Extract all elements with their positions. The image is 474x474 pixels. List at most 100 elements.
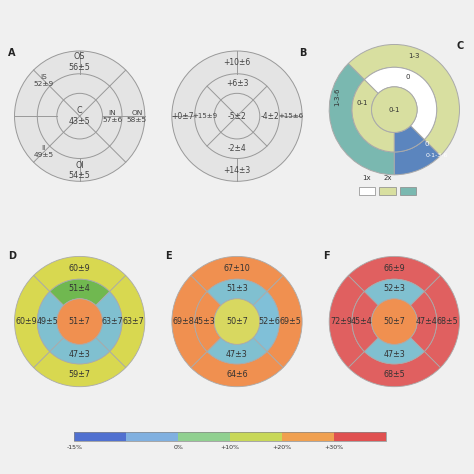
Text: 60±9: 60±9 — [69, 264, 91, 273]
Text: 47±3: 47±3 — [383, 350, 405, 359]
Text: 0: 0 — [405, 74, 410, 80]
Text: C
43±5: C 43±5 — [69, 107, 91, 126]
Text: A: A — [8, 48, 16, 58]
Wedge shape — [365, 67, 437, 139]
Text: OI
54±5: OI 54±5 — [69, 161, 91, 180]
Wedge shape — [394, 126, 424, 152]
Text: D: D — [8, 251, 16, 261]
Wedge shape — [172, 275, 207, 368]
Circle shape — [57, 93, 102, 139]
Circle shape — [172, 51, 302, 181]
Wedge shape — [96, 292, 122, 352]
Text: E: E — [165, 251, 172, 261]
Wedge shape — [50, 337, 109, 364]
Text: 69±5: 69±5 — [280, 317, 301, 326]
Bar — [400, 187, 417, 195]
Text: 0: 0 — [425, 140, 429, 146]
Text: 45±4: 45±4 — [351, 317, 373, 326]
Text: +10%: +10% — [220, 445, 239, 450]
Text: 68±5: 68±5 — [383, 371, 405, 380]
Text: -2±4: -2±4 — [228, 144, 246, 153]
Wedge shape — [15, 275, 50, 368]
Wedge shape — [253, 292, 279, 352]
Wedge shape — [207, 337, 267, 364]
Circle shape — [214, 93, 260, 139]
Circle shape — [57, 299, 102, 344]
Text: 51±4: 51±4 — [69, 284, 91, 293]
Text: +6±3: +6±3 — [226, 79, 248, 88]
Text: 60±9: 60±9 — [15, 317, 37, 326]
Wedge shape — [410, 292, 437, 352]
Wedge shape — [195, 292, 221, 352]
Wedge shape — [329, 64, 394, 175]
Wedge shape — [352, 292, 378, 352]
Text: 50±7: 50±7 — [226, 317, 248, 326]
Text: 47±3: 47±3 — [69, 350, 91, 359]
Text: +0±7: +0±7 — [172, 112, 194, 121]
Text: +15±9: +15±9 — [192, 113, 217, 119]
Wedge shape — [424, 275, 459, 368]
Text: 1-3: 1-3 — [408, 53, 419, 59]
Text: 52±6: 52±6 — [259, 317, 281, 326]
Text: 68±5: 68±5 — [437, 317, 459, 326]
Circle shape — [15, 51, 145, 181]
Text: 64±6: 64±6 — [226, 371, 248, 380]
Text: 63±7: 63±7 — [101, 317, 123, 326]
Text: OS
56±5: OS 56±5 — [69, 52, 91, 72]
Text: 0-1: 0-1 — [389, 107, 400, 113]
Text: +10±6: +10±6 — [223, 57, 251, 66]
Wedge shape — [348, 352, 440, 387]
Bar — [230, 432, 282, 441]
Text: B: B — [299, 48, 306, 58]
Circle shape — [372, 299, 417, 344]
Text: 51±7: 51±7 — [69, 317, 91, 326]
Text: II
49±5: II 49±5 — [34, 146, 54, 158]
Text: 51±3: 51±3 — [226, 284, 248, 293]
Text: 1x: 1x — [363, 175, 371, 181]
Wedge shape — [50, 279, 109, 305]
Wedge shape — [191, 256, 283, 292]
Text: 59±7: 59±7 — [69, 371, 91, 380]
Text: 49±5: 49±5 — [36, 317, 58, 326]
Text: 67±10: 67±10 — [224, 264, 250, 273]
Text: 0-1-3-6: 0-1-3-6 — [426, 153, 448, 158]
Text: 66±9: 66±9 — [383, 264, 405, 273]
Text: 47±3: 47±3 — [226, 350, 248, 359]
Bar — [282, 432, 334, 441]
Text: +30%: +30% — [324, 445, 343, 450]
Bar — [358, 187, 375, 195]
Text: IN
57±6: IN 57±6 — [102, 109, 122, 123]
Text: +14±3: +14±3 — [223, 166, 251, 175]
Circle shape — [372, 87, 417, 132]
Text: F: F — [323, 251, 329, 261]
Text: ON
58±5: ON 58±5 — [127, 109, 147, 123]
Text: 45±3: 45±3 — [193, 317, 215, 326]
Wedge shape — [348, 45, 459, 155]
Text: 1-3-6: 1-3-6 — [335, 87, 341, 106]
Text: -5±2: -5±2 — [228, 112, 246, 121]
Bar — [334, 432, 386, 441]
Text: 72±9: 72±9 — [330, 317, 352, 326]
Wedge shape — [365, 279, 424, 305]
Wedge shape — [394, 139, 440, 175]
Wedge shape — [207, 279, 267, 305]
Wedge shape — [191, 352, 283, 387]
Text: 0-1: 0-1 — [356, 100, 367, 106]
Text: +15±6: +15±6 — [279, 113, 304, 119]
Wedge shape — [348, 256, 440, 292]
Wedge shape — [37, 292, 64, 352]
Text: 63±7: 63±7 — [122, 317, 144, 326]
Text: +20%: +20% — [273, 445, 292, 450]
Wedge shape — [352, 80, 394, 152]
Bar — [74, 432, 126, 441]
Bar — [74, 432, 386, 441]
Wedge shape — [109, 275, 145, 368]
Text: C: C — [456, 41, 464, 51]
Bar — [178, 432, 230, 441]
Circle shape — [37, 74, 122, 158]
Text: 69±8: 69±8 — [173, 317, 194, 326]
Text: IS
52±9: IS 52±9 — [34, 74, 54, 87]
Text: 2x: 2x — [383, 175, 392, 181]
Text: 52±3: 52±3 — [383, 284, 405, 293]
Wedge shape — [34, 256, 126, 292]
